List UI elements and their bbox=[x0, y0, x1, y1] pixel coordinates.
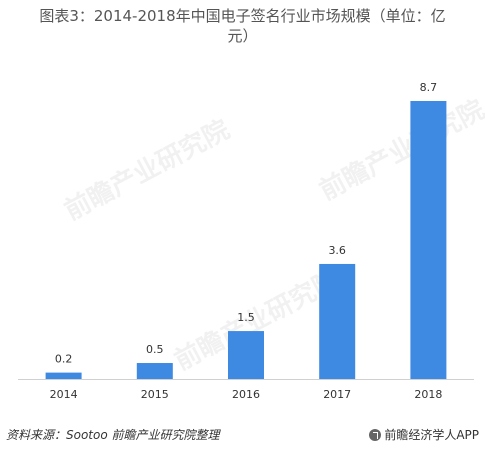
value-label-2017: 3.6 bbox=[328, 244, 346, 257]
source-note: 资料来源：Sootoo 前瞻产业研究院整理 bbox=[6, 428, 220, 442]
bar-2014 bbox=[45, 372, 82, 379]
brand-logo-icon bbox=[369, 428, 382, 441]
chart-title: 图表3：2014-2018年中国电子签名行业市场规模（单位：亿 元） bbox=[0, 6, 485, 46]
bar-2016 bbox=[228, 331, 264, 379]
bar-2017 bbox=[319, 263, 356, 379]
x-tick-label-2018: 2018 bbox=[414, 388, 442, 401]
chart-title-line-1: 图表3：2014-2018年中国电子签名行业市场规模（单位：亿 bbox=[39, 7, 446, 25]
value-label-2018: 8.7 bbox=[420, 81, 438, 94]
value-label-2016: 1.5 bbox=[237, 311, 255, 324]
x-tick-label-2015: 2015 bbox=[141, 388, 169, 401]
chart-title-line-2: 元） bbox=[227, 27, 258, 45]
value-label-group: 0.2 0.5 1.5 3.6 8.7 bbox=[55, 81, 437, 366]
bar-2015 bbox=[136, 363, 173, 379]
value-label-2015: 0.5 bbox=[146, 343, 164, 356]
bar-2018 bbox=[410, 100, 447, 379]
x-tick-label-2014: 2014 bbox=[50, 388, 78, 401]
brand-credit: 前瞻经济学人APP bbox=[369, 426, 479, 443]
x-tick-label-group: 2014 2015 2016 2017 2018 bbox=[50, 388, 443, 401]
value-label-2014: 0.2 bbox=[55, 353, 73, 366]
x-tick-label-2016: 2016 bbox=[232, 388, 260, 401]
brand-credit-text: 前瞻经济学人APP bbox=[384, 428, 479, 442]
bar-group bbox=[45, 100, 447, 379]
x-tick-label-2017: 2017 bbox=[323, 388, 351, 401]
